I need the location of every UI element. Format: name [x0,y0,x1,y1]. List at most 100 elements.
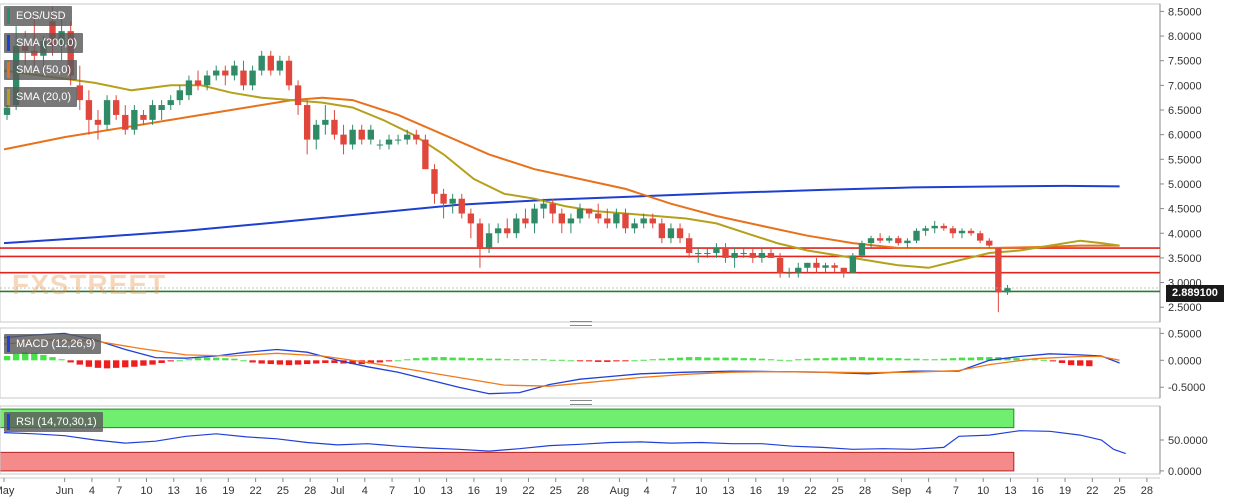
sma20-legend[interactable]: SMA (20,0) [4,87,78,107]
candle-down [458,198,465,214]
candle-down [986,240,993,246]
candle-down [331,119,338,135]
candle-down [967,230,975,234]
macd-histogram-bar-negative [149,360,156,365]
date-tick-label: 10 [977,485,989,497]
candle-up [695,252,702,254]
macd-histogram-bar-positive [531,359,538,361]
fxstreet-watermark: FXSTREET [12,269,167,300]
candle-up [322,119,329,125]
macd-histogram-bar-negative [367,360,375,364]
candle-down [31,50,38,56]
candle-down [267,55,274,71]
macd-histogram-bar-positive [695,357,702,361]
symbol-color-icon [7,8,10,24]
candle-up [785,272,793,274]
macd-resize-handle[interactable] [570,321,592,326]
candle-up [731,252,738,258]
sma200-line [3,184,1120,245]
macd-histogram-bar-positive [213,357,220,361]
date-tick-label: 25 [832,485,844,497]
macd-ytick-label: 0.0000 [1168,355,1202,367]
macd-histogram-bar-positive [895,358,902,361]
macd-histogram-bar-positive [31,352,38,361]
macd-histogram-bar-positive [667,358,675,361]
symbol-legend[interactable]: EOS/USD [4,6,72,26]
macd-histogram-bar-negative [1067,360,1075,366]
candle-down [504,228,511,234]
macd-histogram-bar-negative [303,360,311,365]
macd-line [3,332,1120,395]
macd-histogram-bar-positive [413,358,420,361]
candle-up [922,228,929,231]
sma50-label: SMA (50,0) [16,64,72,76]
date-tick-label: 4 [89,485,95,497]
date-tick-label: 22 [249,485,261,497]
sma200-legend[interactable]: SMA (200,0) [4,33,84,53]
rsi-oversold-band [0,451,1015,472]
date-tick-label: Aug [610,485,630,497]
macd-histogram-bar-positive [567,360,575,362]
macd-histogram-bar-positive [394,360,402,362]
macd-histogram-bar-positive [58,359,65,361]
sma50-legend[interactable]: SMA (50,0) [4,60,78,80]
candle-down [85,100,93,120]
date-tick-label: Jul [330,485,344,497]
rsi-panel[interactable]: 0.0000 50.0000 [0,405,1208,478]
candle-up [567,218,575,224]
date-tick-label: 19 [1059,485,1071,497]
candle-up [185,80,193,96]
macd-histogram-bar-positive [795,359,802,361]
macd-panel[interactable]: -0.5000 0.0000 0.5000 [0,327,1205,399]
candle-up [704,252,711,254]
macd-histogram-bar-negative [585,360,593,362]
macd-histogram-bar-positive [1013,358,1020,361]
macd-histogram-bar-negative [167,360,174,362]
last-price-tag: 2.889100 [1166,285,1224,302]
price-ytick-label: 8.0000 [1168,31,1202,43]
date-tick-label: 7 [671,485,677,497]
price-panel[interactable]: 2.50003.00003.50004.00004.50005.00005.50… [0,3,1202,323]
macd-histogram-bar-positive [631,360,638,362]
macd-histogram-bar-negative [76,360,83,365]
macd-histogram-bar-positive [849,357,857,361]
candle-up [131,110,138,130]
macd-histogram-bar-positive [522,359,529,361]
macd-histogram-bar-negative [349,360,356,365]
macd-histogram-bar-positive [504,359,511,361]
date-tick-label: 13 [722,485,734,497]
date-tick-label: 28 [304,485,316,497]
macd-histogram-bar-negative [576,360,584,362]
macd-histogram-bar-positive [12,353,20,361]
macd-histogram-bar-positive [49,357,56,361]
rsi-resize-handle[interactable] [570,400,592,405]
rsi-overbought-band [0,408,1015,429]
macd-histogram-bar-negative [322,360,329,363]
date-tick-label: 28 [577,485,589,497]
macd-histogram-bar-positive [913,358,920,361]
candle-up [258,55,265,71]
date-tick-label: Jun [56,485,74,497]
date-tick-label: 25 [550,485,562,497]
candle-up [449,198,456,204]
date-tick-label: Sep [892,485,912,497]
macd-histogram-bar-positive [431,357,438,361]
date-tick-label: 7 [953,485,959,497]
price-ytick-label: 7.0000 [1168,80,1202,92]
macd-histogram-bar-positive [485,358,493,361]
rsi-legend[interactable]: RSI (14,70,30,1) [4,412,103,432]
candle-up [313,124,320,140]
sma20-line [3,69,1120,269]
macd-legend[interactable]: MACD (12,26,9) [4,334,102,354]
macd-histogram-bar-positive [222,358,229,361]
candle-down [76,85,83,101]
candle-down [749,252,756,258]
date-tick-label: 13 [1004,485,1016,497]
macd-histogram-bar-negative [285,360,293,366]
sma200-color-icon [7,35,10,51]
candle-up [531,208,538,224]
macd-histogram-bar-positive [640,359,647,361]
macd-histogram-bar-negative [85,360,93,367]
candle-down [722,248,729,258]
